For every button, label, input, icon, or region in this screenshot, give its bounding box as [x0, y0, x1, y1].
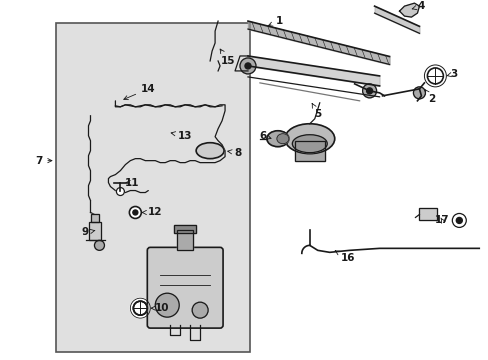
Text: 16: 16 [334, 251, 354, 263]
Text: 3: 3 [447, 69, 457, 79]
Bar [419, 208, 436, 220]
Circle shape [116, 188, 124, 195]
Circle shape [451, 213, 466, 228]
Circle shape [129, 207, 141, 219]
Circle shape [362, 84, 376, 98]
Circle shape [192, 302, 208, 318]
Circle shape [244, 63, 250, 69]
Bar [419, 208, 436, 220]
Circle shape [133, 210, 138, 215]
Text: 13: 13 [171, 131, 192, 141]
Circle shape [133, 301, 147, 315]
Circle shape [455, 217, 461, 224]
Polygon shape [399, 3, 419, 17]
Circle shape [155, 293, 179, 317]
Bar [177, 230, 193, 250]
Text: 11: 11 [125, 177, 139, 188]
Text: 17: 17 [434, 215, 449, 225]
Circle shape [366, 88, 372, 94]
Text: 7: 7 [35, 156, 52, 166]
Bar [89, 222, 101, 240]
Bar [294, 141, 324, 161]
Ellipse shape [196, 143, 224, 159]
Circle shape [413, 87, 425, 99]
Text: 6: 6 [259, 131, 270, 141]
Ellipse shape [266, 131, 288, 147]
Circle shape [424, 65, 446, 87]
Text: 2: 2 [424, 90, 434, 104]
Circle shape [94, 240, 104, 250]
Ellipse shape [285, 124, 334, 154]
Text: 4: 4 [411, 1, 424, 11]
Bar [174, 225, 196, 233]
Text: 15: 15 [220, 49, 235, 66]
FancyBboxPatch shape [147, 247, 223, 328]
Bar [56, 23, 249, 352]
Circle shape [133, 301, 147, 315]
Bar [177, 230, 193, 250]
Text: 14: 14 [123, 84, 155, 100]
Bar [174, 225, 196, 233]
Text: 9: 9 [82, 228, 95, 237]
Bar [294, 141, 324, 161]
Ellipse shape [276, 134, 288, 144]
Text: 10: 10 [151, 303, 169, 313]
Text: 1: 1 [268, 16, 283, 26]
Ellipse shape [292, 135, 326, 153]
Text: 5: 5 [311, 103, 321, 119]
Bar [91, 215, 99, 222]
Circle shape [427, 68, 443, 84]
Bar [91, 215, 99, 222]
Bar [89, 222, 101, 240]
Circle shape [130, 298, 150, 318]
Text: 8: 8 [227, 148, 241, 158]
Text: 12: 12 [142, 207, 162, 217]
Circle shape [240, 58, 255, 74]
